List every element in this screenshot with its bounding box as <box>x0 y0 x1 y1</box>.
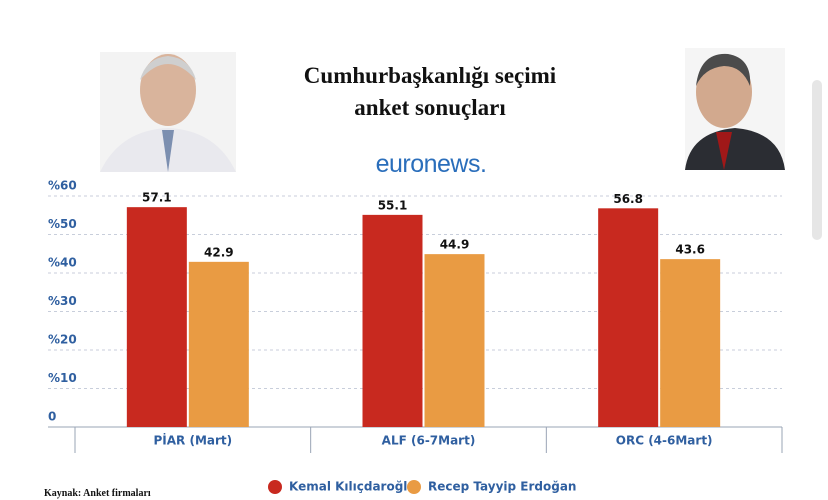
bar <box>126 207 187 427</box>
bar <box>424 254 485 427</box>
photo-right <box>685 48 785 170</box>
legend-marker <box>268 480 282 494</box>
bar <box>188 261 249 427</box>
bar <box>362 214 423 427</box>
source: Kaynak: Anket firmaları <box>44 488 151 499</box>
logo: euronews. <box>375 150 487 178</box>
y-tick-label: %40 <box>48 256 77 270</box>
chart-title: Cumhurbaşkanlığı seçimi anket sonuçları <box>303 63 557 120</box>
x-tick-label: PİAR (Mart) <box>154 433 233 448</box>
legend-marker <box>407 480 421 494</box>
value-label: 57.1 <box>142 191 172 205</box>
y-tick-label: %50 <box>48 217 77 231</box>
scrollbar <box>812 80 822 240</box>
legend-label: Recep Tayyip Erdoğan <box>428 480 576 494</box>
value-label: 56.8 <box>613 192 643 206</box>
photo-left <box>100 52 236 172</box>
y-tick-label: %30 <box>48 294 77 308</box>
value-label: 55.1 <box>378 198 408 212</box>
bar <box>598 208 659 427</box>
legend-label: Kemal Kılıçdaroğlu <box>289 480 416 494</box>
bar <box>660 259 721 427</box>
y-tick-label: 0 <box>48 410 56 424</box>
y-tick-label: %20 <box>48 333 77 347</box>
y-tick-label: %10 <box>48 371 77 385</box>
x-tick-label: ORC (4-6Mart) <box>616 434 713 448</box>
value-label: 44.9 <box>440 238 470 252</box>
value-label: 42.9 <box>204 245 234 259</box>
y-tick-label: %60 <box>48 179 77 193</box>
value-label: 43.6 <box>675 243 705 257</box>
x-tick-label: ALF (6-7Mart) <box>382 434 476 448</box>
